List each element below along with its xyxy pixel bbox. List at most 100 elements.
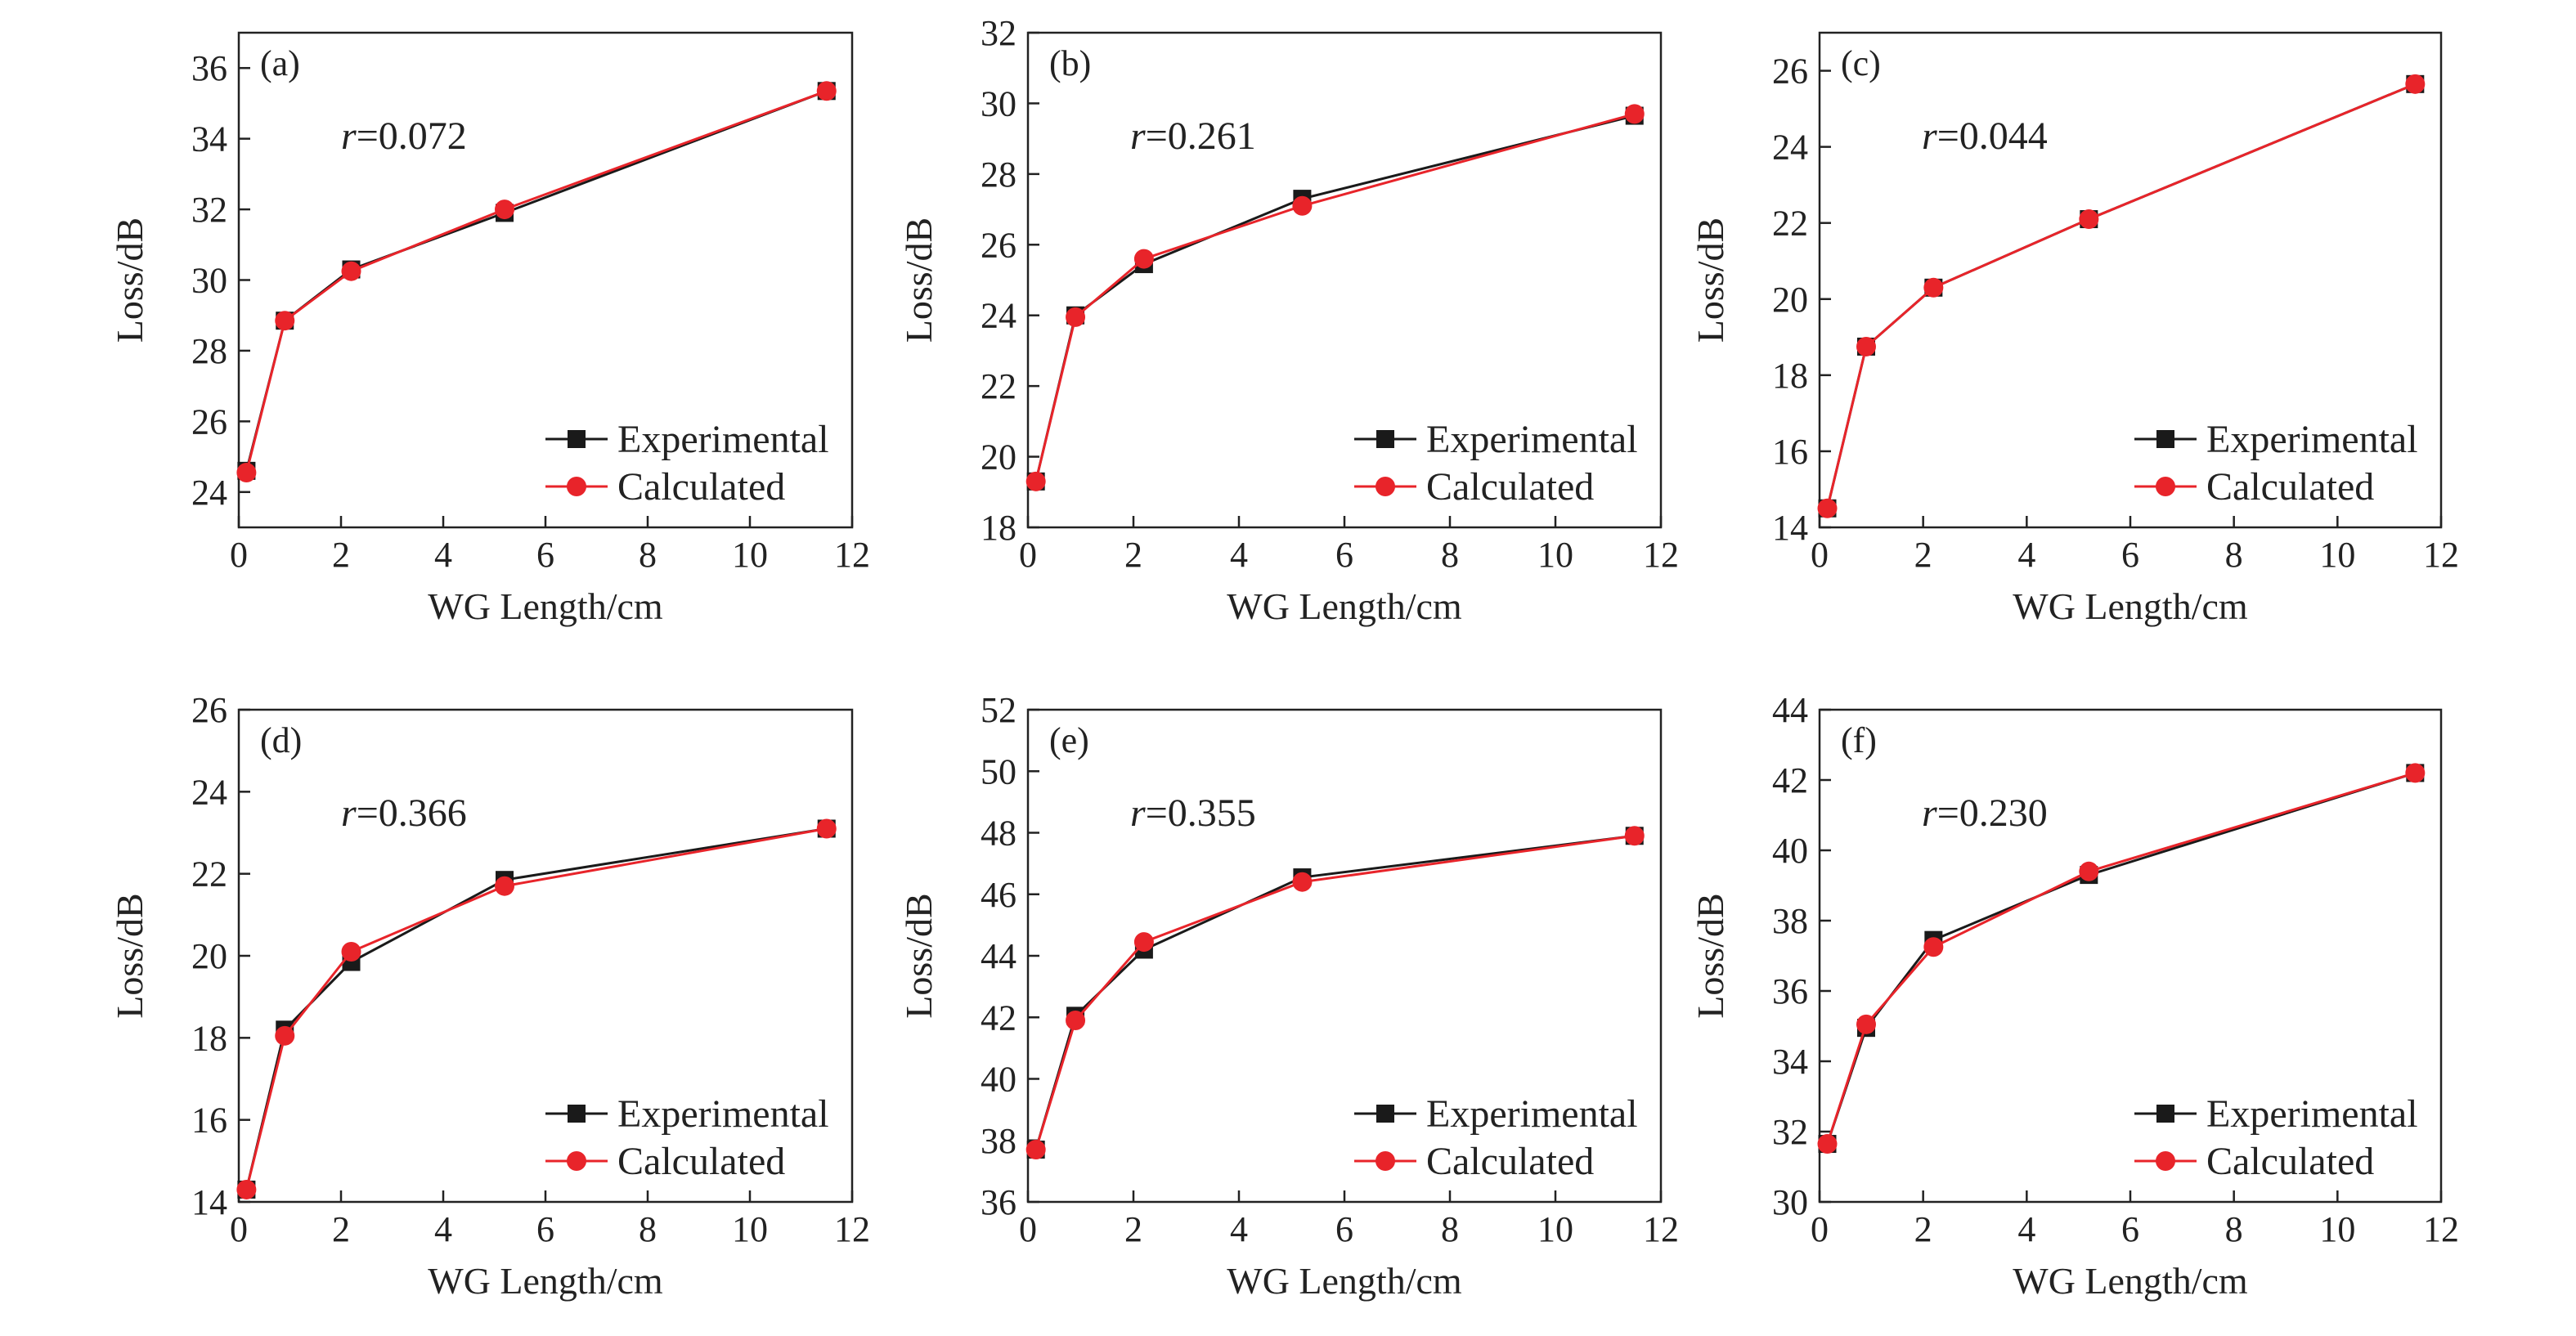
x-tick-label: 8: [639, 1209, 657, 1249]
x-tick-label: 10: [732, 535, 768, 575]
y-axis-label: Loss/dB: [109, 893, 150, 1018]
panel-label: (f): [1841, 720, 1877, 760]
r-annotation: r=0.366: [341, 791, 467, 835]
chart-panel: 0 2 4 6 8 10 12 30 32 34 36 38 40 42 44 WG Length/cm Los…: [1690, 690, 2459, 1302]
data-point: [1923, 937, 1944, 957]
legend-marker: [568, 430, 586, 448]
y-axis-label: Loss/dB: [1690, 893, 1731, 1018]
legend-label: Calculated: [1426, 1140, 1594, 1183]
panel-label: (b): [1049, 43, 1091, 83]
series-line: [245, 89, 828, 472]
x-tick-label: 0: [230, 1209, 248, 1249]
x-tick-label: 10: [2319, 1209, 2355, 1249]
legend-label: Calculated: [617, 465, 785, 509]
x-tick-label: 10: [2319, 535, 2355, 575]
panel-label: (e): [1049, 720, 1089, 760]
y-tick-label: 36: [191, 48, 227, 88]
y-axis-label: Loss/dB: [1690, 217, 1731, 343]
y-tick-label: 38: [981, 1121, 1016, 1161]
y-tick-label: 44: [981, 936, 1016, 976]
legend-marker: [568, 1105, 586, 1123]
y-tick-label: 18: [1772, 356, 1808, 396]
y-tick-label: 26: [191, 690, 227, 730]
data-point: [1624, 104, 1645, 124]
x-tick-label: 12: [2423, 535, 2459, 575]
y-tick-label: 44: [1772, 690, 1808, 730]
r-annotation: r=0.261: [1130, 114, 1256, 158]
y-tick-label: 34: [191, 119, 227, 159]
y-tick-label: 14: [1772, 508, 1808, 548]
legend-marker: [2156, 430, 2174, 448]
data-point: [1624, 826, 1645, 846]
data-point: [1856, 336, 1876, 356]
x-tick-label: 6: [1335, 1209, 1353, 1249]
y-axis-label: Loss/dB: [109, 217, 150, 343]
data-point: [341, 941, 361, 962]
r-variable: r: [341, 114, 357, 158]
legend-marker: [2156, 1151, 2175, 1171]
legend-label: Experimental: [617, 1092, 829, 1136]
y-tick-label: 30: [981, 83, 1016, 123]
x-tick-label: 0: [1811, 1209, 1829, 1249]
x-axis-label: WG Length/cm: [2013, 1260, 2248, 1302]
y-tick-label: 38: [1772, 901, 1808, 941]
r-variable: r: [1922, 114, 1937, 158]
x-tick-label: 6: [536, 1209, 554, 1249]
data-point: [275, 1025, 295, 1046]
data-point: [1923, 277, 1944, 298]
x-tick-label: 0: [230, 535, 248, 575]
x-tick-label: 2: [1124, 535, 1142, 575]
y-tick-label: 22: [1772, 204, 1808, 244]
x-tick-label: 0: [1019, 1209, 1037, 1249]
legend-label: Experimental: [1426, 1092, 1638, 1136]
data-point: [1133, 932, 1154, 953]
y-tick-label: 40: [981, 1060, 1016, 1100]
x-tick-label: 0: [1811, 535, 1829, 575]
x-tick-label: 12: [834, 535, 870, 575]
x-axis-label: WG Length/cm: [1227, 1260, 1462, 1302]
data-point: [1025, 1140, 1046, 1160]
r-variable: r: [1130, 114, 1146, 158]
r-annotation: r=0.355: [1130, 791, 1256, 835]
y-tick-label: 42: [1772, 760, 1808, 800]
data-point: [275, 311, 295, 331]
data-point: [341, 261, 361, 281]
data-point: [1133, 249, 1154, 269]
data-point: [495, 876, 514, 896]
data-point: [2405, 74, 2426, 94]
x-tick-label: 4: [1230, 535, 1248, 575]
y-tick-label: 52: [981, 690, 1016, 730]
legend-label: Calculated: [617, 1140, 785, 1183]
y-axis-label: Loss/dB: [898, 217, 940, 343]
panel-label: (d): [260, 720, 302, 760]
y-tick-label: 32: [1772, 1112, 1808, 1152]
y-tick-label: 24: [191, 473, 227, 513]
series-line: [1826, 771, 2416, 1145]
data-point: [236, 1179, 257, 1199]
x-axis-label: WG Length/cm: [428, 1260, 663, 1302]
y-tick-label: 16: [191, 1101, 227, 1141]
y-tick-label: 30: [191, 261, 227, 301]
r-variable: r: [1922, 791, 1937, 835]
x-tick-label: 4: [434, 1209, 452, 1249]
x-axis-label: WG Length/cm: [1227, 585, 1462, 627]
x-tick-label: 8: [1441, 535, 1459, 575]
r-variable: r: [1130, 791, 1146, 835]
x-tick-label: 12: [834, 1209, 870, 1249]
x-tick-label: 10: [1537, 535, 1573, 575]
x-tick-label: 0: [1019, 535, 1037, 575]
y-tick-label: 18: [981, 508, 1016, 548]
y-tick-label: 22: [191, 854, 227, 894]
y-tick-label: 18: [191, 1018, 227, 1058]
x-tick-label: 2: [332, 535, 350, 575]
x-tick-label: 4: [1230, 1209, 1248, 1249]
y-tick-label: 50: [981, 751, 1016, 791]
y-tick-label: 26: [191, 401, 227, 442]
y-tick-label: 42: [981, 998, 1016, 1038]
y-tick-label: 48: [981, 814, 1016, 854]
x-tick-label: 6: [1335, 535, 1353, 575]
